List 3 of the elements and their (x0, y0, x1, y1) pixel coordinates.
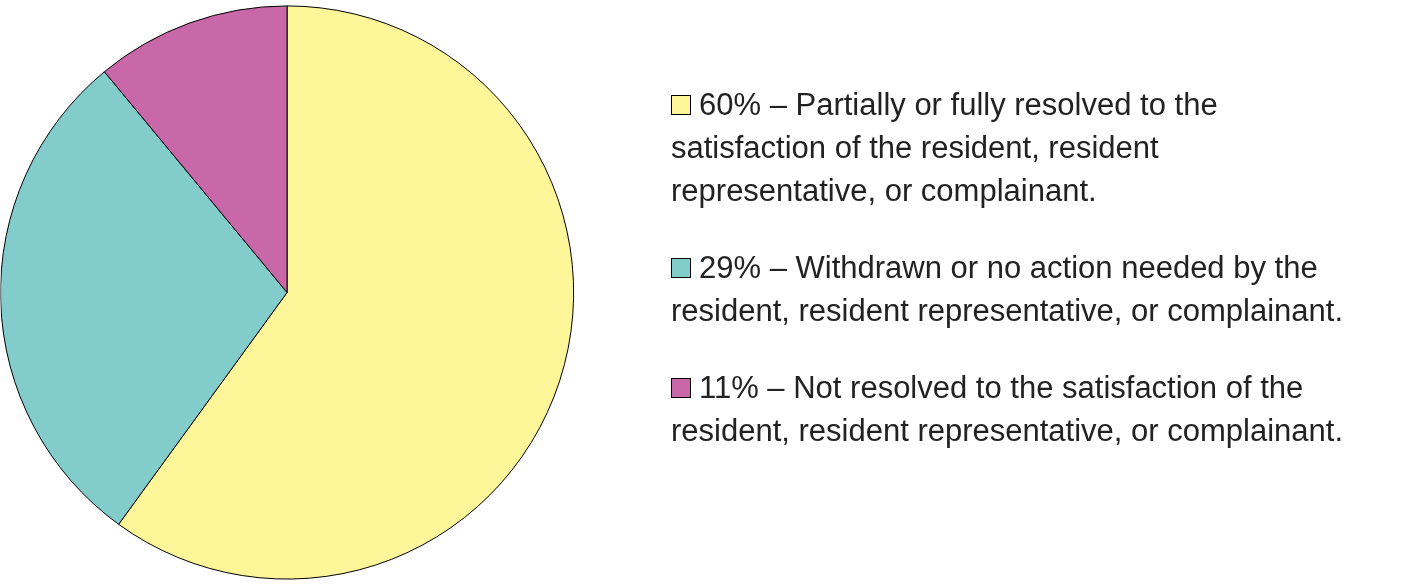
legend-label: 60% – Partially or fully resolved to the satisfaction of the resident, resident representative, or complainant. (671, 86, 1219, 210)
legend-label: 11% – Not resolved to the satisfaction of the resident, resident representative, or complainant. (671, 369, 1345, 450)
legend-label: 29% – Withdrawn or no action needed by the resident, resident representative, or complainant. (671, 249, 1345, 330)
